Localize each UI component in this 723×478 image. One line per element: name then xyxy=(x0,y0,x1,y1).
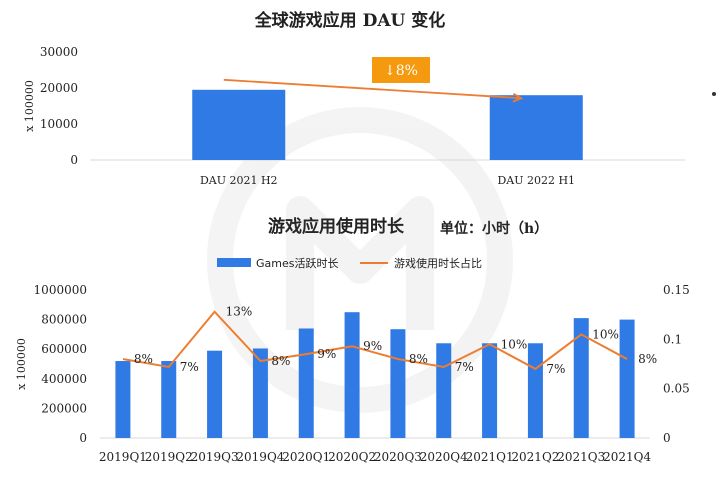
y2-tick-label: 0.15 xyxy=(663,283,690,297)
y2-tick-label: 0.05 xyxy=(663,382,690,396)
x-tick-label: 2020Q2 xyxy=(328,450,376,464)
y-tick-label: 0 xyxy=(79,431,87,445)
y-tick-label: 200000 xyxy=(41,401,87,415)
share-data-label: 9% xyxy=(317,347,336,361)
share-data-label: 10% xyxy=(592,327,619,341)
x-tick-label: 2021Q4 xyxy=(603,450,651,464)
share-data-label: 9% xyxy=(363,339,382,353)
usage-chart: Games活跃时长 游戏使用时长占比 0 200000 400000 600000 8000… xyxy=(15,256,690,464)
x-tick-label: 2021Q3 xyxy=(557,450,605,464)
y-tick-label: 0 xyxy=(70,153,78,167)
bar xyxy=(192,89,286,160)
x-tick-label: DAU 2021 H2 xyxy=(200,174,278,187)
bar xyxy=(390,329,406,438)
x-tick-label: 2019Q4 xyxy=(236,450,284,464)
share-data-label: 7% xyxy=(546,362,565,376)
y-tick-label: 400000 xyxy=(41,372,87,386)
x-tick-label: 2020Q3 xyxy=(374,450,422,464)
x-tick-label: 2021Q2 xyxy=(511,450,559,464)
legend-label-line: 游戏使用时长占比 xyxy=(394,256,482,270)
change-badge xyxy=(372,57,430,83)
bar xyxy=(252,348,268,438)
share-data-label: 8% xyxy=(638,352,657,366)
legend-label-bar: Games活跃时长 xyxy=(256,256,338,270)
x-tick-label: 2020Q4 xyxy=(420,450,468,464)
y2-tick-label: 0.1 xyxy=(663,332,682,346)
unit-label: 单位：小时（h） xyxy=(440,221,549,237)
y-tick-label: 30000 xyxy=(40,45,78,59)
y-axis-label: x 100000 xyxy=(23,80,36,132)
bar xyxy=(344,312,360,438)
bar xyxy=(207,350,223,438)
share-data-label: 8% xyxy=(409,352,428,366)
bar xyxy=(527,343,543,438)
bar xyxy=(573,318,589,438)
bar xyxy=(298,328,314,438)
bar xyxy=(619,319,635,438)
share-data-label: 7% xyxy=(180,360,199,374)
change-badge-label: ↓8% xyxy=(384,63,418,79)
x-tick-label: 2021Q1 xyxy=(466,450,514,464)
share-line xyxy=(122,310,628,371)
y2-tick-label: 0 xyxy=(663,431,671,445)
share-data-label: 7% xyxy=(455,360,474,374)
bar xyxy=(489,95,583,160)
chart-title-dau: 全球游戏应用 DAU 变化 xyxy=(254,11,446,31)
y-tick-label: 10000 xyxy=(40,117,78,131)
y-tick-label: 600000 xyxy=(41,342,87,356)
bar xyxy=(436,343,452,438)
x-tick-label: DAU 2022 H1 xyxy=(497,174,575,187)
share-data-label: 8% xyxy=(134,352,153,366)
x-tick-label: 2019Q1 xyxy=(99,450,147,464)
x-tick-label: 2019Q2 xyxy=(145,450,193,464)
trend-arrow-head xyxy=(512,93,524,103)
trend-arrow-line xyxy=(223,78,522,100)
share-data-label: 10% xyxy=(501,337,528,351)
legend-swatch-bar xyxy=(217,258,251,267)
x-tick-label: 2020Q1 xyxy=(282,450,330,464)
bar xyxy=(482,343,498,438)
share-data-label: 13% xyxy=(226,305,253,319)
y-tick-label: 20000 xyxy=(40,81,78,95)
x-tick-label: 2019Q3 xyxy=(191,450,239,464)
chart-title-usage: 游戏应用使用时长 xyxy=(268,217,404,237)
y-tick-label: 800000 xyxy=(41,313,87,327)
y-tick-label: 1000000 xyxy=(34,283,87,297)
bar xyxy=(115,361,131,438)
bar xyxy=(161,361,177,438)
dau-chart: 0 10000 20000 30000 x 100000 DAU 2021 H2 DAU 2… xyxy=(23,45,685,187)
bullet-dot xyxy=(712,92,716,96)
share-data-label: 8% xyxy=(271,354,290,368)
y-axis-label: x 100000 xyxy=(15,338,28,390)
